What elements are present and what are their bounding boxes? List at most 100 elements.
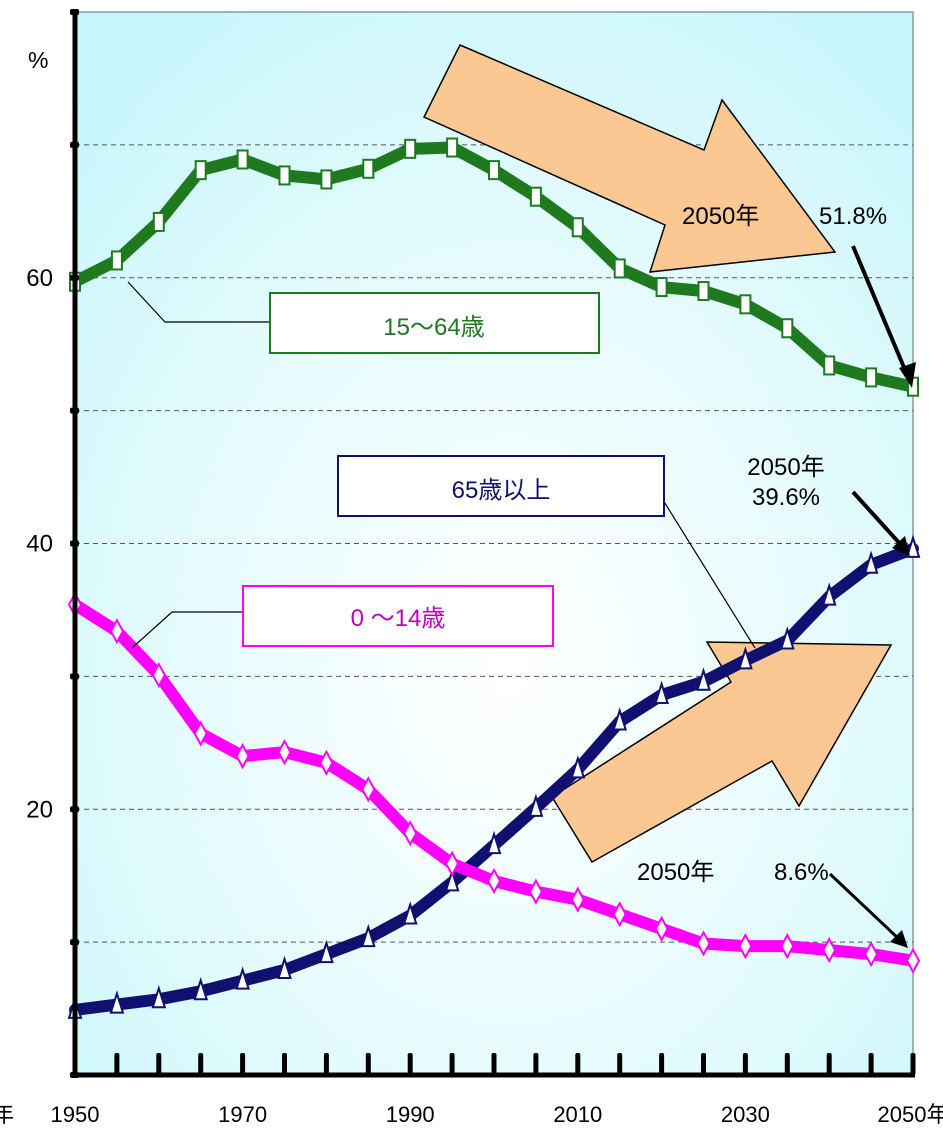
y-tick-label: 40 [26, 531, 53, 558]
data-point-elderly [444, 868, 460, 892]
elderly-label-box [337, 455, 665, 517]
data-point-working_age [865, 367, 878, 388]
down-trend-arrow [422, 44, 837, 273]
data-point-children [444, 850, 460, 877]
data-point-elderly [696, 667, 711, 691]
working-age-leader [127, 281, 270, 323]
data-point-working_age [278, 165, 291, 186]
data-point-working_age [529, 186, 542, 207]
working-age-2050-value: 51.8% [819, 203, 887, 230]
data-point-children [822, 937, 837, 964]
y-tick-label: 60 [26, 265, 53, 292]
x-tick-mark [282, 1053, 287, 1075]
data-point-elderly [863, 550, 879, 574]
x-tick-mark [826, 1053, 832, 1075]
data-point-working_age [236, 149, 249, 170]
x-tick-mark [365, 1053, 371, 1075]
data-point-working_age [194, 160, 207, 181]
data-point-working_age [110, 250, 123, 271]
data-point-children [235, 743, 250, 770]
x-tick-mark [240, 1053, 246, 1075]
x-tick-mark [407, 1053, 413, 1075]
data-point-children [403, 820, 418, 847]
data-point-children [738, 933, 753, 960]
data-point-children [612, 901, 627, 928]
working-age-pointer-arrow [851, 245, 910, 378]
children-label-box [242, 585, 554, 647]
y-tick-mark [70, 806, 79, 813]
data-point-elderly [612, 707, 628, 731]
working-age-label-box [269, 292, 600, 354]
x-tick-label: 1970 [218, 1102, 267, 1127]
elderly-leader [662, 499, 756, 649]
data-point-working_age [152, 211, 165, 232]
data-point-working_age [823, 355, 836, 376]
series-layer [67, 137, 921, 1019]
data-point-elderly [905, 534, 921, 558]
x-tick-mark [659, 1053, 665, 1075]
data-point-elderly [151, 984, 167, 1009]
y-axis-unit: % [28, 47, 48, 73]
y-tick-mark [70, 407, 79, 414]
x-tick-mark [533, 1053, 539, 1075]
data-point-children [654, 915, 669, 942]
data-point-elderly [235, 966, 250, 990]
data-point-elderly [654, 680, 669, 704]
x-tick-label: 2050年 [878, 1102, 943, 1127]
data-point-children [863, 940, 879, 968]
x-tick-label: 2030 [721, 1102, 770, 1127]
x-ticks: 1950 1970 1990 2010 2030 2050年 [51, 1053, 943, 1127]
x-tick-mark [323, 1053, 329, 1075]
y-tick-mark [70, 274, 79, 281]
x-tick-label: 1950 [51, 1102, 100, 1127]
x-tick-mark [72, 1053, 78, 1075]
y-tick-mark [70, 141, 79, 148]
data-point-elderly [779, 626, 795, 650]
data-point-children [696, 930, 711, 957]
y-ticks: 20 40 60 [26, 9, 79, 1078]
data-point-working_age [404, 138, 417, 159]
data-point-working_age [655, 277, 668, 298]
x-tick-mark [910, 1053, 916, 1075]
data-point-elderly [193, 976, 209, 1001]
elderly-2050-value: 39.6% [752, 484, 820, 511]
working-age-pointer-head [899, 362, 916, 388]
elderly-pointer-head [892, 536, 910, 556]
data-point-working_age [446, 137, 459, 158]
data-point-elderly [570, 755, 586, 779]
data-point-children [193, 720, 208, 747]
data-point-working_age [571, 217, 584, 238]
children-pointer-arrow [828, 872, 902, 942]
data-point-working_age [488, 160, 500, 181]
children-label: 0 ～14歳 [351, 605, 446, 632]
x-tick-mark [701, 1053, 706, 1075]
y-tick-mark [70, 540, 79, 547]
data-point-elderly [738, 646, 753, 670]
x-tick-mark [742, 1053, 748, 1075]
data-point-working_age [362, 158, 375, 179]
x-tick-label: 2010 [553, 1102, 602, 1127]
data-point-children [905, 947, 921, 974]
children-2050-value: 8.6% [774, 859, 829, 886]
data-point-children [361, 776, 376, 803]
x-tick-mark [868, 1053, 874, 1075]
children-2050-year: 2050年 [637, 859, 714, 886]
children-leader [131, 611, 243, 649]
x-tick-label: 1990 [386, 1102, 435, 1127]
data-point-working_age [739, 294, 752, 315]
y-tick-mark [70, 9, 79, 15]
children-pointer-head [890, 930, 908, 948]
y-tick-label: 20 [26, 796, 53, 823]
data-point-working_age [320, 169, 333, 190]
data-point-elderly [360, 923, 376, 948]
x-tick-mark [114, 1053, 120, 1075]
data-point-elderly [277, 955, 292, 980]
x-tick-mark [784, 1053, 790, 1075]
x-tick-mark [449, 1053, 455, 1075]
data-point-children [486, 867, 502, 895]
elderly-label: 65歳以上 [452, 477, 551, 504]
data-point-elderly [319, 939, 334, 964]
data-point-children [570, 886, 585, 913]
data-point-children [277, 739, 292, 766]
